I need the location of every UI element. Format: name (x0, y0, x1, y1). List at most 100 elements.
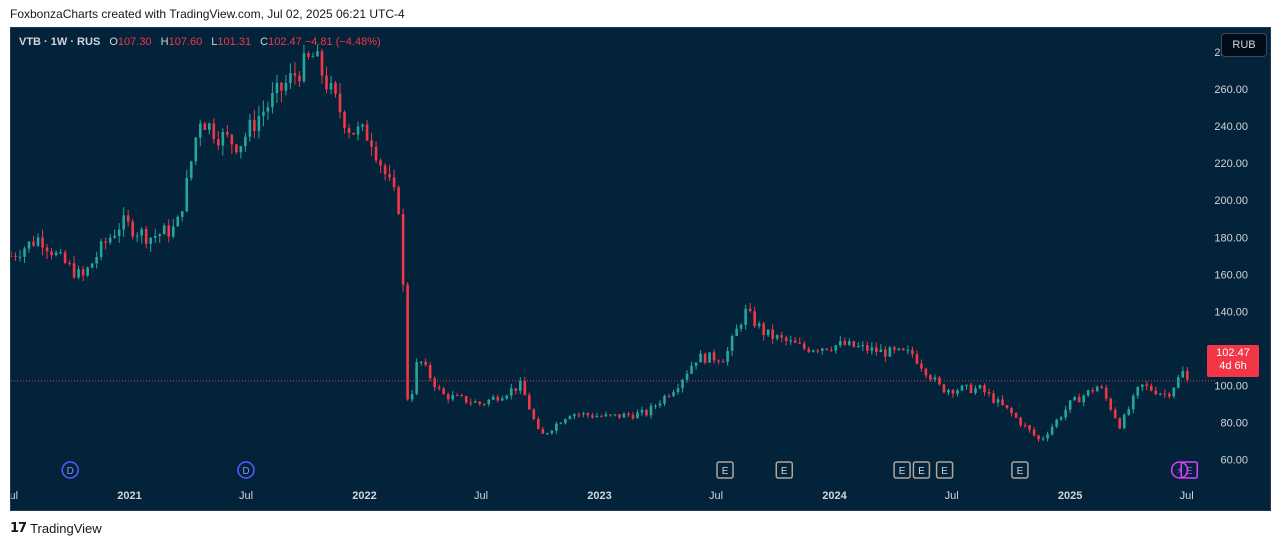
candle-body (338, 93, 342, 113)
candle-body (1168, 393, 1171, 397)
candle-body (1186, 371, 1189, 380)
candle-body (257, 116, 261, 131)
candle-body (1086, 390, 1090, 396)
earnings-event-icon (912, 461, 931, 479)
candle-body (361, 124, 364, 127)
candle-body (956, 390, 959, 394)
candle-body (902, 348, 905, 351)
candle-body (739, 324, 743, 329)
candle-body (180, 211, 184, 217)
footer-brand: TradingView (30, 520, 102, 536)
candle-body (108, 237, 112, 243)
candle-body (1077, 397, 1081, 403)
candle-body (667, 395, 671, 397)
candle-body (302, 53, 306, 82)
x-tick-label: 2024 (822, 490, 847, 502)
candle-body (473, 401, 477, 403)
last-price-value: 102.47 (1216, 347, 1250, 359)
candle-body (140, 229, 144, 236)
candle-body (176, 216, 180, 227)
candle-body (424, 361, 427, 366)
y-tick-label: 100.00 (1214, 380, 1248, 392)
candle-body (1050, 426, 1054, 435)
candle-body (86, 267, 89, 276)
candle-body (311, 56, 315, 58)
candle-body (793, 340, 797, 343)
candle-body (68, 262, 71, 264)
candle-body (550, 430, 554, 434)
candle-body (1082, 395, 1085, 403)
candle-body (433, 378, 436, 388)
candle-body (681, 379, 684, 389)
candle-body (50, 251, 53, 256)
price-chart[interactable]: 60.0080.00100.00120.00140.00160.00180.00… (11, 28, 1271, 511)
y-tick-label: 240.00 (1214, 121, 1248, 133)
candle-body (555, 423, 558, 431)
candle-body (1158, 393, 1162, 395)
candle-body (392, 177, 396, 188)
candle-body (631, 414, 635, 419)
candle-body (811, 350, 815, 352)
earnings-event-label: E (722, 466, 729, 477)
candle-body (870, 347, 874, 351)
candle-body (153, 236, 157, 238)
candle-body (960, 385, 964, 391)
candle-body (275, 82, 279, 94)
candle-body (1014, 413, 1018, 418)
candle-body (41, 237, 44, 248)
candle-body (771, 329, 774, 339)
candle-body (730, 336, 734, 351)
change-value: −4.81 (−4.48%) (304, 36, 381, 48)
candle-body (537, 418, 540, 429)
candle-body (370, 140, 373, 147)
candle-body (996, 399, 1000, 403)
y-tick-label: 160.00 (1214, 269, 1248, 281)
candle-body (113, 235, 116, 238)
candle-body (947, 390, 950, 393)
currency-button[interactable]: RUB (1221, 33, 1267, 57)
candle-body (775, 335, 779, 339)
candle-body (951, 390, 955, 394)
candle-body (1177, 377, 1180, 388)
candle-body (379, 160, 382, 166)
candle-body (464, 396, 468, 403)
candle-body (1145, 384, 1149, 386)
candle-body (613, 414, 617, 416)
candle-body (857, 345, 860, 347)
candle-body (496, 396, 500, 401)
candle-body (672, 392, 675, 397)
candle-body (721, 361, 725, 363)
candle-body (131, 221, 134, 237)
candle-body (789, 340, 793, 342)
candle-body (293, 73, 297, 76)
candle-body (816, 350, 820, 352)
candle-body (135, 235, 139, 237)
candle-body (1118, 418, 1122, 429)
open-label: O (109, 36, 118, 48)
candle-body (897, 348, 901, 350)
candle-body (573, 414, 576, 417)
candle-body (406, 284, 409, 400)
candle-body (36, 237, 40, 246)
chart-area[interactable]: 60.0080.00100.00120.00140.00160.00180.00… (10, 27, 1271, 511)
candle-body (356, 126, 360, 135)
candle-body (780, 335, 783, 338)
candle-body (185, 178, 189, 212)
footer: 𝟭𝟳 TradingView (10, 520, 102, 536)
candle-body (194, 137, 198, 162)
candle-body (27, 241, 31, 249)
candle-body (582, 413, 585, 415)
candle-body (1113, 409, 1117, 419)
candle-body (992, 393, 995, 403)
candle-body (798, 342, 802, 344)
candle-body (1122, 414, 1126, 429)
x-tick-label: Jul (709, 490, 723, 502)
candle-body (217, 139, 220, 146)
candle-body (1059, 417, 1063, 420)
candle-body (374, 146, 378, 161)
candle-body (636, 412, 639, 419)
candle-body (1095, 386, 1099, 392)
candle-body (1140, 384, 1144, 387)
candle-body (663, 395, 666, 404)
x-tick-label: Jul (1180, 490, 1194, 502)
